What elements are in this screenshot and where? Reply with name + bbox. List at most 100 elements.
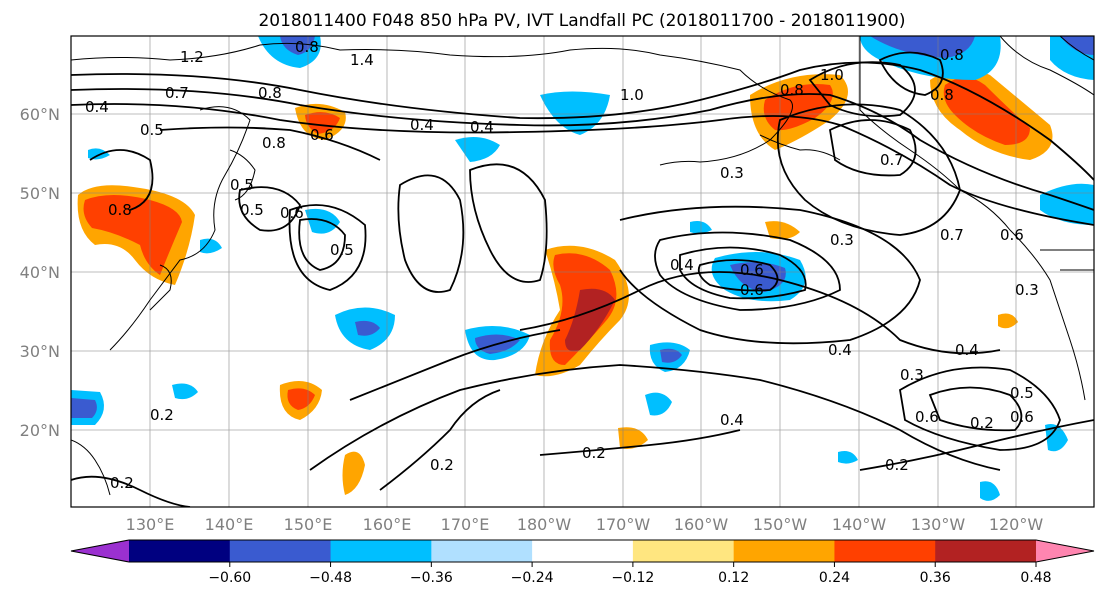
pv-negative-region — [355, 320, 380, 336]
pv-positive-region — [83, 195, 182, 275]
contour-label: 0.5 — [140, 121, 164, 139]
colorbar-tick-label: 0.24 — [819, 570, 850, 586]
pv-negative-region — [730, 262, 786, 292]
colorbar-segments — [70, 539, 1095, 563]
contour-label: 0.4 — [828, 341, 852, 359]
pv-negative-region — [88, 148, 110, 160]
contour-label: 0.8 — [780, 81, 804, 99]
colorbar: −0.60 −0.48 −0.36 −0.24 −0.12 0.12 0.24 0.36 0.4… — [70, 539, 1095, 586]
pv-positive-region — [765, 221, 800, 240]
lat-label: 60°N — [20, 105, 60, 124]
colorbar-tick-label: −0.12 — [611, 570, 654, 586]
pv-negative-region — [172, 383, 198, 400]
contour-labels: 1.2 0.8 1.4 0.8 0.7 0.4 0.5 0.8 0.6 0.4 … — [85, 38, 1039, 492]
pv-positive-region — [618, 427, 648, 449]
contour-label: 0.6 — [1010, 408, 1034, 426]
contour-label: 0.6 — [280, 204, 304, 222]
contour-label: 0.4 — [470, 118, 494, 136]
contour-label: 0.4 — [955, 341, 979, 359]
colorbar-segment — [834, 540, 936, 562]
contour-label: 0.7 — [880, 151, 904, 169]
pv-positive-region — [305, 112, 340, 134]
colorbar-segment — [532, 540, 634, 562]
contour-label: 0.5 — [240, 201, 264, 219]
contour-label: 0.8 — [940, 46, 964, 64]
contour-label: 0.2 — [110, 474, 134, 492]
lon-label: 170°E — [441, 515, 490, 534]
contour-label: 0.4 — [85, 98, 109, 116]
lon-label: 130°W — [911, 515, 966, 534]
lon-label: 150°W — [753, 515, 808, 534]
pv-positive-region — [342, 451, 365, 495]
contour-label: 0.8 — [258, 84, 282, 102]
colorbar-outline — [70, 539, 1095, 563]
colorbar-ticks: −0.60 −0.48 −0.36 −0.24 −0.12 0.12 0.24 0.36 0.4… — [208, 562, 1052, 586]
lat-label: 40°N — [20, 263, 60, 282]
colorbar-segment — [632, 540, 735, 562]
contour-label: 0.8 — [262, 134, 286, 152]
contour-label: 0.6 — [740, 261, 764, 279]
contour-label: 1.2 — [180, 48, 204, 66]
colorbar-segment — [935, 540, 1037, 562]
colorbar-segment — [129, 540, 231, 562]
contour-label: 0.6 — [915, 408, 939, 426]
lat-label: 20°N — [20, 421, 60, 440]
contour-label: 0.2 — [430, 456, 454, 474]
colorbar-tick-label: −0.48 — [309, 570, 352, 586]
contour-label: 0.4 — [410, 116, 434, 134]
contour-label: 0.3 — [830, 231, 854, 249]
lon-label: 140°E — [205, 515, 254, 534]
colorbar-tick-label: −0.36 — [410, 570, 453, 586]
contour-label: 0.3 — [900, 366, 924, 384]
contour-label: 0.2 — [582, 444, 606, 462]
lon-label: 130°E — [126, 515, 175, 534]
lon-label: 180°W — [517, 515, 572, 534]
pv-negative-region — [660, 348, 682, 363]
contour-label: 0.5 — [330, 241, 354, 259]
colorbar-segment — [733, 540, 835, 562]
contour-label: 0.3 — [1015, 281, 1039, 299]
contour-label: 0.5 — [230, 176, 254, 194]
pv-negative-region — [980, 481, 1000, 501]
lat-label: 30°N — [20, 342, 60, 361]
lon-label: 160°W — [674, 515, 729, 534]
colorbar-segment — [330, 540, 432, 562]
pv-negative-region — [455, 136, 500, 162]
colorbar-tick-label: 0.48 — [1020, 570, 1051, 586]
colorbar-segment — [229, 540, 332, 562]
lon-label: 170°W — [596, 515, 651, 534]
colorbar-tick-label: −0.24 — [511, 570, 554, 586]
lat-label: 50°N — [20, 184, 60, 203]
contour-label: 0.2 — [150, 406, 174, 424]
contour-label: 0.8 — [295, 38, 319, 56]
pv-negative-region — [200, 238, 222, 254]
map-panel: 1.2 0.8 1.4 0.8 0.7 0.4 0.5 0.8 0.6 0.4 … — [20, 35, 1095, 534]
pv-negative-region — [870, 36, 975, 58]
colorbar-tick-label: 0.36 — [920, 570, 951, 586]
pv-negative-region — [645, 392, 672, 416]
pv-positive-region — [943, 77, 1030, 145]
colorbar-extend-min — [71, 540, 129, 562]
longitude-labels: 130°E 140°E 150°E 160°E 170°E 180°W 170°… — [126, 515, 1044, 534]
contour-label: 0.8 — [930, 86, 954, 104]
figure-title: 2018011400 F048 850 hPa PV, IVT Landfall… — [258, 11, 905, 31]
lon-label: 140°W — [832, 515, 887, 534]
pv-negative-region — [305, 208, 340, 234]
contour-label: 0.8 — [108, 201, 132, 219]
graticule — [71, 36, 1094, 507]
contour-label: 0.6 — [310, 126, 334, 144]
pv-negative-region — [1060, 36, 1094, 55]
contour-label: 1.0 — [820, 66, 844, 84]
contour-label: 1.4 — [350, 51, 374, 69]
contour-label: 0.3 — [720, 164, 744, 182]
contour-label: 0.6 — [1000, 226, 1024, 244]
pv-negative-region — [838, 451, 858, 464]
pv-negative-region — [71, 398, 97, 418]
contour-label: 0.7 — [165, 84, 189, 102]
ivt-contours — [71, 51, 1094, 507]
colorbar-extend-max — [1036, 540, 1094, 562]
contour-label: 0.2 — [885, 456, 909, 474]
contour-label: 0.2 — [970, 414, 994, 432]
contour-label: 0.5 — [1010, 384, 1034, 402]
